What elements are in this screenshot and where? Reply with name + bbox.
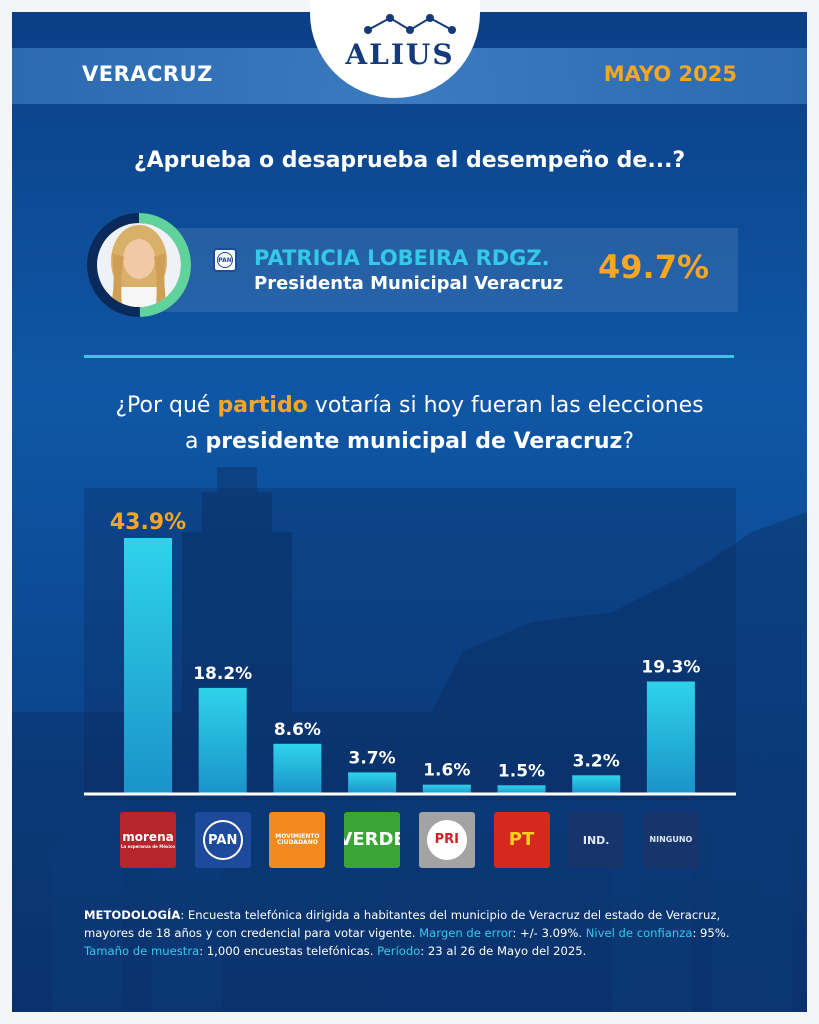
- vote-question-part4: ?: [622, 429, 635, 454]
- person-name: PATRICIA LOBEIRA RDGZ.: [254, 246, 550, 270]
- sample-value: : 1,000 encuestas telefónicas.: [199, 944, 378, 958]
- pan-logo-small: PAN: [213, 248, 237, 272]
- morena-logo-text: morena: [122, 830, 174, 844]
- bar-value-label: 3.7%: [349, 748, 396, 768]
- methodology-text: METODOLOGÍA: Encuesta telefónica dirigid…: [84, 906, 740, 960]
- bar-pri: [422, 784, 471, 794]
- bar-pt: [497, 785, 546, 794]
- network-dots-icon: [364, 14, 456, 34]
- approval-question: ¿Aprueba o desaprueba el desempeño de...…: [133, 148, 686, 173]
- bar-ind: [572, 775, 621, 794]
- ninguno-logo-text: NINGUNO: [649, 835, 693, 844]
- bar-value-label: 1.6%: [423, 761, 470, 781]
- person-band: [150, 228, 738, 312]
- chart-panel: [84, 488, 736, 800]
- bar-value-label: 1.5%: [498, 761, 545, 781]
- person-role: Presidenta Municipal Veracruz: [254, 273, 564, 294]
- vote-question: ¿Por qué partido votaría si hoy fueran l…: [0, 388, 819, 460]
- ind-logo-text: IND.: [582, 833, 610, 847]
- pt-logo: PT: [493, 812, 550, 868]
- confidence-value: : 95%.: [692, 926, 730, 940]
- vote-question-highlight-office: presidente municipal de Veracruz: [205, 429, 623, 454]
- avatar: [97, 223, 181, 307]
- vote-question-part2: votaría si hoy fueran las elecciones: [307, 393, 704, 418]
- verde-logo-text: VERDE: [344, 829, 401, 850]
- methodology-label: METODOLOGÍA: [84, 908, 181, 922]
- sample-label: Tamaño de muestra: [84, 944, 200, 958]
- vote-question-part3: a: [184, 429, 206, 454]
- bar-morena: [124, 538, 172, 794]
- bar-value-label: 3.2%: [573, 751, 620, 771]
- vote-bar-chart: 43.9% 18.2% 8.6% 3.7% 1.6% 1.5% 3.2% 19.3%: [84, 510, 736, 796]
- section-divider: [84, 355, 734, 358]
- confidence-label: Nivel de confianza: [585, 926, 693, 940]
- vote-question-part1: ¿Por qué: [115, 393, 218, 418]
- pri-logo-text: PRI: [426, 820, 467, 860]
- mc-logo-text: MOVIMIENTO CIUDADANO: [275, 833, 320, 846]
- bar-value-label: 18.2%: [193, 664, 252, 684]
- brand-logo-text: ALIUS: [345, 38, 455, 71]
- pt-logo-text: PT: [508, 829, 535, 850]
- pan-logo-text: PAN: [217, 252, 233, 268]
- methodology-body: : Encuesta telefónica dirigida a habitan…: [84, 908, 721, 940]
- bar-value-label: 8.6%: [274, 720, 321, 740]
- bar-verde: [348, 772, 397, 794]
- bar-value-label: 43.9%: [110, 510, 186, 535]
- pan-logo-text: PAN: [202, 820, 243, 860]
- morena-logo: morena La esperanza de México: [120, 812, 176, 868]
- ninguno-logo: NINGUNO: [642, 812, 699, 868]
- date-label: MAYO 2025: [603, 62, 737, 86]
- approval-value: 49.7%: [598, 248, 710, 286]
- verde-logo: VERDE: [344, 812, 401, 868]
- bar-ninguno: [646, 681, 695, 794]
- period-value: : 23 al 26 de Mayo del 2025.: [420, 944, 587, 958]
- period-label: Período: [377, 944, 421, 958]
- mc-logo: MOVIMIENTO CIUDADANO: [269, 812, 326, 868]
- ind-logo: IND.: [568, 812, 625, 868]
- margin-label: Margen de error: [419, 926, 513, 940]
- bar-mc: [273, 743, 322, 794]
- region-label: VERACRUZ: [82, 62, 213, 86]
- bar-value-label: 19.3%: [641, 658, 700, 678]
- morena-logo-subtext: La esperanza de México: [121, 844, 175, 849]
- vote-question-highlight-party: partido: [217, 393, 308, 418]
- margin-value: : +/- 3.09%.: [512, 926, 586, 940]
- pri-logo: PRI: [418, 812, 475, 868]
- pan-logo: PAN: [194, 812, 251, 868]
- bar-pan: [198, 687, 247, 794]
